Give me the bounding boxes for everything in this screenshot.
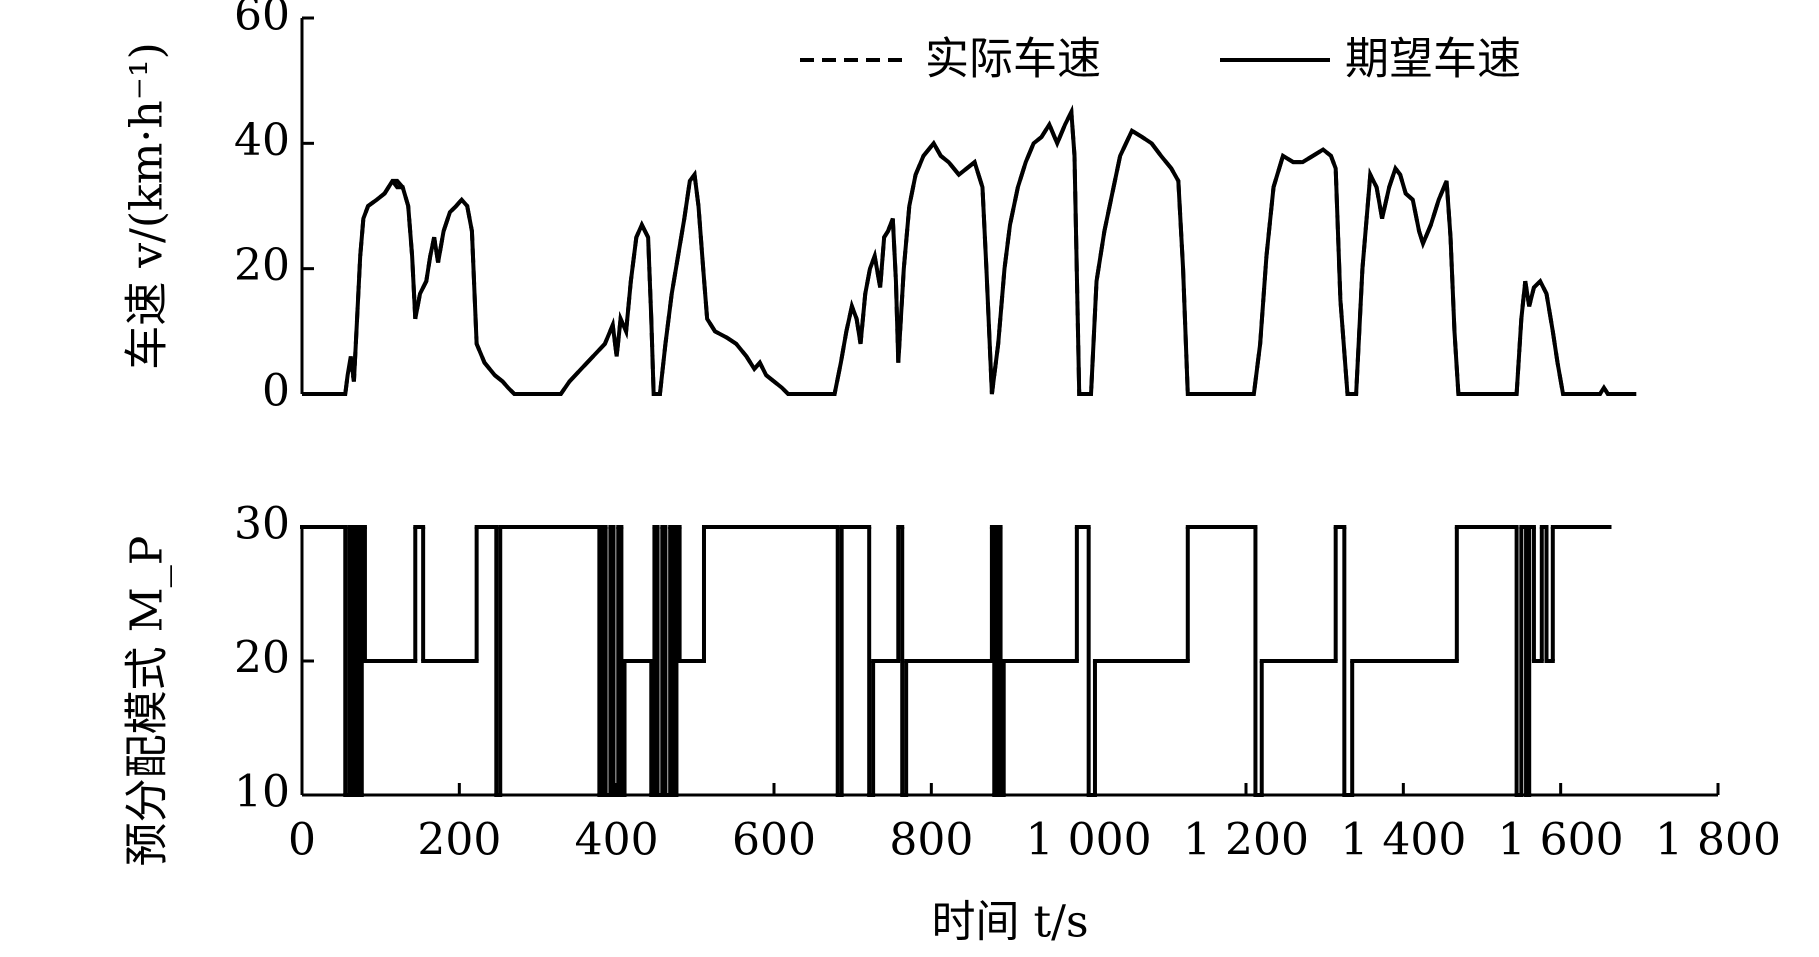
line xyxy=(302,104,1637,396)
y-tick-label: 60 xyxy=(234,0,290,41)
x-tick-label: 1 400 xyxy=(1340,815,1466,866)
legend-label: 期望车速 xyxy=(1345,34,1521,85)
y-axis-label: 车速 v/(km·h⁻¹) xyxy=(122,42,173,370)
y-axis-label: 预分配模式 M_P xyxy=(122,536,173,867)
x-tick-label: 400 xyxy=(575,815,659,866)
y-tick-label: 10 xyxy=(234,767,290,818)
y-tick-label: 20 xyxy=(234,633,290,684)
legend-label: 实际车速 xyxy=(925,34,1101,85)
y-tick-label: 40 xyxy=(234,115,290,166)
x-tick-label: 800 xyxy=(889,815,973,866)
y-tick-label: 30 xyxy=(234,499,290,550)
x-tick-label: 200 xyxy=(417,815,501,866)
x-tick-label: 1 200 xyxy=(1183,815,1309,866)
y-tick-label: 20 xyxy=(234,240,290,291)
line xyxy=(302,104,1637,396)
x-tick-label: 1 800 xyxy=(1655,815,1781,866)
x-tick-label: 1 600 xyxy=(1498,815,1624,866)
y-tick-label: 0 xyxy=(262,366,290,417)
x-tick-label: 1 000 xyxy=(1026,815,1152,866)
x-tick-label: 0 xyxy=(288,815,316,866)
x-axis-label: 时间 t/s xyxy=(931,897,1088,948)
x-tick-label: 600 xyxy=(732,815,816,866)
